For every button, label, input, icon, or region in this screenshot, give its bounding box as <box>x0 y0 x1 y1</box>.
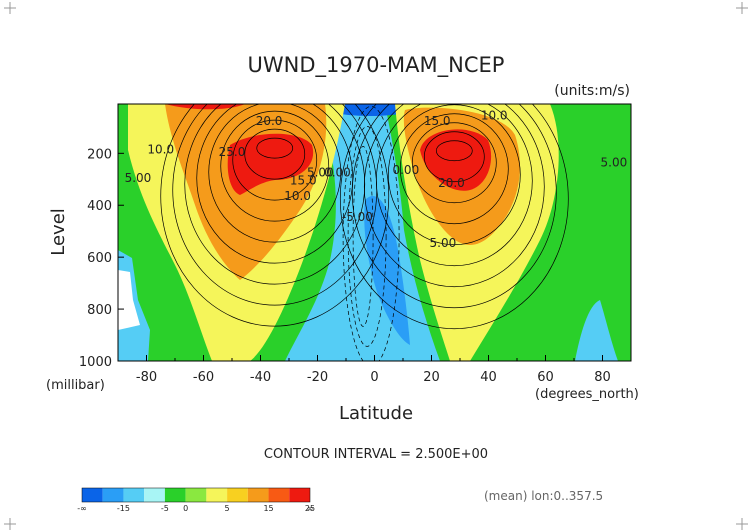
contour-line <box>184 104 366 285</box>
contour-interval-text: CONTOUR INTERVAL = 2.500E+00 <box>264 447 488 462</box>
colorbar-frame <box>81 487 311 503</box>
x-unit-label: (degrees_north) <box>535 387 639 402</box>
chart-title: UWND_1970-MAM_NCEP <box>248 53 505 78</box>
contour-label: 10.0 <box>147 142 174 156</box>
y-axis-title: Level <box>48 208 69 256</box>
colorbar-tick-label: 15 <box>263 504 273 513</box>
crop-mark-top-right <box>736 2 748 14</box>
x-tick-label: 80 <box>594 370 611 385</box>
x-tick-label: -20 <box>307 370 328 385</box>
contour-line <box>196 104 354 264</box>
y-tick-label: 800 <box>87 303 112 318</box>
colorbar-swatch <box>247 488 269 502</box>
colorbar-tick-label: -∞ <box>77 504 87 513</box>
contour-label: 5.00 <box>307 166 334 180</box>
crop-mark-bottom-left <box>4 518 16 530</box>
x-tick-label: 20 <box>423 370 440 385</box>
colorbar-swatch <box>102 488 124 502</box>
y-axis: 200 400 600 800 1000 <box>79 147 124 370</box>
contour-line <box>256 137 294 159</box>
contour-lines <box>160 104 569 361</box>
contour-label: 15.0 <box>290 173 317 187</box>
contour-line-negative <box>352 146 374 327</box>
x-tick-label: -40 <box>250 370 271 385</box>
colorbar-tick-label: 25 <box>305 504 315 513</box>
colorbar-swatch <box>268 488 290 502</box>
contour-label: 5.00 <box>125 171 152 185</box>
plot-area <box>118 104 631 361</box>
contour-label: 0.00 <box>392 163 419 177</box>
contour-label: 20.0 <box>438 176 465 190</box>
colorbar-tick-label: -15 <box>117 504 130 513</box>
footnote: (mean) lon:0..357.5 <box>484 489 603 503</box>
colorbar-tick-label: 5 <box>225 504 230 513</box>
fill-south-jet-red <box>227 133 314 195</box>
fill-south-polar-white <box>118 270 140 330</box>
colorbar-swatch <box>227 488 248 502</box>
colorbar-swatch <box>185 488 207 502</box>
contour-line <box>232 119 318 201</box>
contour-label: 10.0 <box>481 109 508 123</box>
units-label: (units:m/s) <box>554 83 630 99</box>
y-tick-label: 600 <box>87 251 112 266</box>
y-tick-label: 400 <box>87 199 112 214</box>
x-tick-label: -80 <box>136 370 157 385</box>
y-tick-label: 1000 <box>79 355 112 370</box>
contour-line <box>160 104 390 327</box>
crop-marks <box>4 2 748 530</box>
contour-label: 15.0 <box>424 114 451 128</box>
contour-labels: 20.025.010.05.00 15.010.05.000.00-5.000.0… <box>125 109 628 250</box>
crop-mark-top-left <box>4 2 16 14</box>
contour-label: 10.0 <box>284 189 311 203</box>
contour-line <box>387 104 521 246</box>
contour-label: 25.0 <box>219 145 246 159</box>
x-tick-label: 40 <box>480 370 497 385</box>
crop-mark-bottom-right <box>736 518 748 530</box>
colorbar-swatch <box>82 488 103 502</box>
contour-label: 5.00 <box>601 155 628 169</box>
contour-label: 20.0 <box>256 114 283 128</box>
contour-line <box>435 140 473 162</box>
contour-line <box>339 104 569 330</box>
contour-line <box>351 104 557 309</box>
fill-tropical-blue <box>364 196 410 345</box>
contour-line <box>363 104 545 288</box>
colorbar-tick-label: ∞ <box>307 504 314 513</box>
colorbar-swatch <box>164 488 186 502</box>
colorbar-swatch <box>144 488 165 502</box>
colorbar-tick-label: 0 <box>183 504 188 513</box>
contour-label: 0.00 <box>324 166 351 180</box>
colorbar-swatch <box>123 488 145 502</box>
y-tick-label: 200 <box>87 147 112 162</box>
contour-line <box>244 128 306 180</box>
fill-north-jet-red <box>420 129 492 191</box>
colorbar-swatch <box>206 488 228 502</box>
contour-label: 5.00 <box>430 236 457 250</box>
x-tick-label: 0 <box>370 370 378 385</box>
contour-line <box>208 104 342 243</box>
y-unit-label: (millibar) <box>46 378 105 393</box>
contour-line <box>399 113 509 225</box>
contour-line-negative <box>342 106 400 361</box>
contour-line-negative <box>347 126 387 347</box>
contour-label: -5.00 <box>342 210 373 224</box>
colorbar-swatch <box>289 488 310 502</box>
colorbar: -∞ -15 -5 0 5 15 25∞ <box>77 487 315 513</box>
fill-north-polar-cyan <box>575 300 618 361</box>
contour-line <box>423 131 485 183</box>
x-tick-label: 60 <box>537 370 554 385</box>
contour-line <box>375 104 533 267</box>
x-tick-label: -60 <box>193 370 214 385</box>
colorbar-tick-label: -5 <box>161 504 169 513</box>
contour-line <box>411 122 497 204</box>
x-axis: -80 -60 -40 -20 0 20 40 60 80 <box>117 355 632 385</box>
x-axis-title: Latitude <box>339 403 413 424</box>
contour-line <box>220 110 330 222</box>
